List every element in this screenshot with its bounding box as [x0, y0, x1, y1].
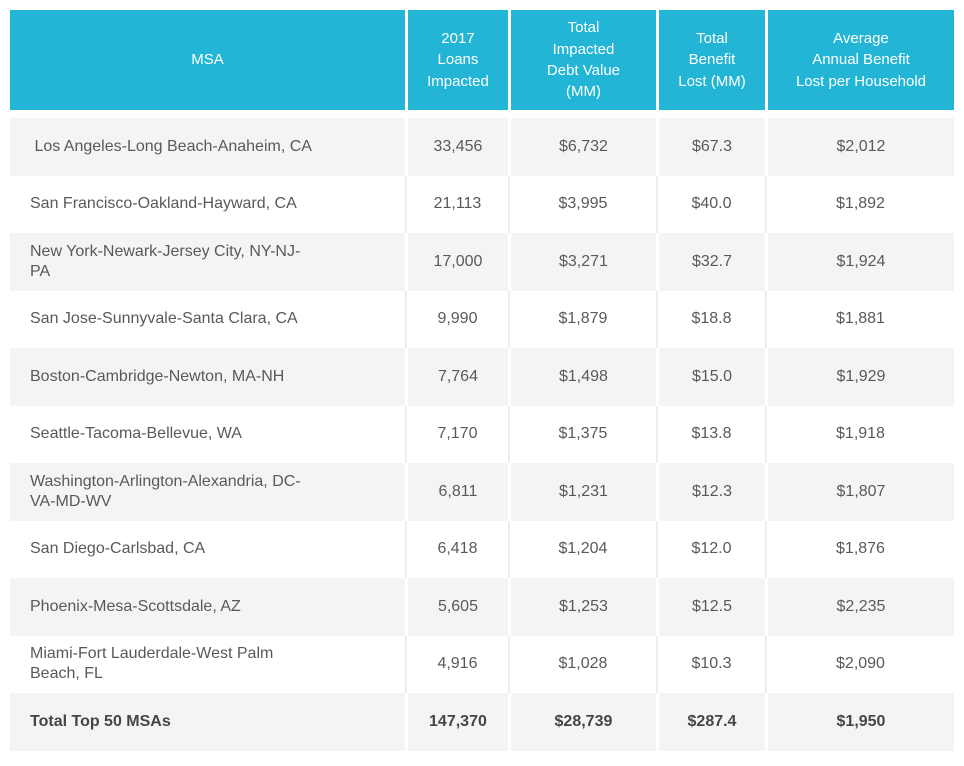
msa-cell: Seattle-Tacoma-Bellevue, WA — [30, 425, 242, 443]
avg-benefit-cell: $1,881 — [765, 290, 954, 348]
benefit-lost-cell: $10.3 — [655, 635, 765, 693]
loans-impacted-cell: 7,764 — [404, 348, 508, 406]
msa-impact-table: MSA 2017 Loans Impacted Total Impacted D… — [10, 10, 954, 751]
msa-cell: Miami-Fort Lauderdale-West Palm Beach, F… — [30, 645, 274, 683]
benefit-lost-cell: $12.5 — [655, 578, 765, 636]
column-header-msa: MSA — [191, 51, 224, 69]
loans-impacted-cell: 7,170 — [404, 405, 508, 463]
msa-cell: San Diego-Carlsbad, CA — [30, 540, 206, 558]
benefit-lost-cell: $13.8 — [655, 405, 765, 463]
benefit-lost-cell: $15.0 — [655, 348, 765, 406]
table-row: San Jose-Sunnyvale-Santa Clara, CA 9,990… — [10, 290, 954, 348]
debt-value-cell: $6,732 — [507, 118, 656, 176]
debt-value-cell: $3,271 — [507, 233, 656, 291]
total-loans-impacted-cell: 147,370 — [404, 693, 508, 751]
benefit-lost-cell: $12.0 — [655, 520, 765, 578]
benefit-lost-cell: $12.3 — [655, 463, 765, 521]
avg-benefit-cell: $1,924 — [765, 233, 954, 291]
loans-impacted-cell: 9,990 — [404, 290, 508, 348]
table-row: Phoenix-Mesa-Scottsdale, AZ 5,605 $1,253… — [10, 578, 954, 636]
column-header-loans-impacted: 2017 Loans Impacted — [404, 10, 508, 110]
debt-value-cell: $1,231 — [507, 463, 656, 521]
msa-cell: Boston-Cambridge-Newton, MA-NH — [30, 367, 285, 385]
header-body-gap — [10, 110, 954, 118]
table-row: Boston-Cambridge-Newton, MA-NH 7,764 $1,… — [10, 348, 954, 406]
msa-cell: Phoenix-Mesa-Scottsdale, AZ — [30, 597, 241, 615]
table-row: Miami-Fort Lauderdale-West Palm Beach, F… — [10, 635, 954, 693]
loans-impacted-cell: 4,916 — [404, 635, 508, 693]
debt-value-cell: $1,879 — [507, 290, 656, 348]
total-label-cell: Total Top 50 MSAs — [30, 712, 171, 730]
column-header-avg-benefit: Average Annual Benefit Lost per Househol… — [765, 10, 954, 110]
total-benefit-lost-cell: $287.4 — [655, 693, 765, 751]
table-row: New York-Newark-Jersey City, NY-NJ- PA 1… — [10, 233, 954, 291]
table-row: Washington-Arlington-Alexandria, DC- VA-… — [10, 463, 954, 521]
loans-impacted-cell: 6,811 — [404, 463, 508, 521]
loans-impacted-cell: 5,605 — [404, 578, 508, 636]
msa-cell: Washington-Arlington-Alexandria, DC- VA-… — [30, 472, 301, 510]
total-debt-value-cell: $28,739 — [507, 693, 656, 751]
msa-cell: New York-Newark-Jersey City, NY-NJ- PA — [30, 242, 301, 280]
table-row: San Francisco-Oakland-Hayward, CA 21,113… — [10, 175, 954, 233]
column-header-debt-value: Total Impacted Debt Value (MM) — [507, 10, 656, 110]
msa-cell: San Francisco-Oakland-Hayward, CA — [30, 195, 297, 213]
loans-impacted-cell: 21,113 — [404, 175, 508, 233]
table-total-row: Total Top 50 MSAs 147,370 $28,739 $287.4… — [10, 693, 954, 751]
msa-cell: San Jose-Sunnyvale-Santa Clara, CA — [30, 310, 298, 328]
table-header-row: MSA 2017 Loans Impacted Total Impacted D… — [10, 10, 954, 110]
loans-impacted-cell: 6,418 — [404, 520, 508, 578]
total-avg-benefit-cell: $1,950 — [765, 693, 954, 751]
benefit-lost-cell: $67.3 — [655, 118, 765, 176]
table-row: Seattle-Tacoma-Bellevue, WA 7,170 $1,375… — [10, 405, 954, 463]
benefit-lost-cell: $18.8 — [655, 290, 765, 348]
avg-benefit-cell: $1,892 — [765, 175, 954, 233]
avg-benefit-cell: $1,876 — [765, 520, 954, 578]
column-header-benefit-lost: Total Benefit Lost (MM) — [655, 10, 765, 110]
avg-benefit-cell: $2,090 — [765, 635, 954, 693]
avg-benefit-cell: $1,807 — [765, 463, 954, 521]
debt-value-cell: $1,253 — [507, 578, 656, 636]
avg-benefit-cell: $1,918 — [765, 405, 954, 463]
debt-value-cell: $1,498 — [507, 348, 656, 406]
table-row: San Diego-Carlsbad, CA 6,418 $1,204 $12.… — [10, 520, 954, 578]
avg-benefit-cell: $1,929 — [765, 348, 954, 406]
avg-benefit-cell: $2,012 — [765, 118, 954, 176]
loans-impacted-cell: 17,000 — [404, 233, 508, 291]
debt-value-cell: $1,028 — [507, 635, 656, 693]
benefit-lost-cell: $32.7 — [655, 233, 765, 291]
debt-value-cell: $1,375 — [507, 405, 656, 463]
table-row: Los Angeles-Long Beach-Anaheim, CA 33,45… — [10, 118, 954, 176]
debt-value-cell: $1,204 — [507, 520, 656, 578]
debt-value-cell: $3,995 — [507, 175, 656, 233]
benefit-lost-cell: $40.0 — [655, 175, 765, 233]
avg-benefit-cell: $2,235 — [765, 578, 954, 636]
msa-cell: Los Angeles-Long Beach-Anaheim, CA — [30, 137, 312, 155]
loans-impacted-cell: 33,456 — [404, 118, 508, 176]
